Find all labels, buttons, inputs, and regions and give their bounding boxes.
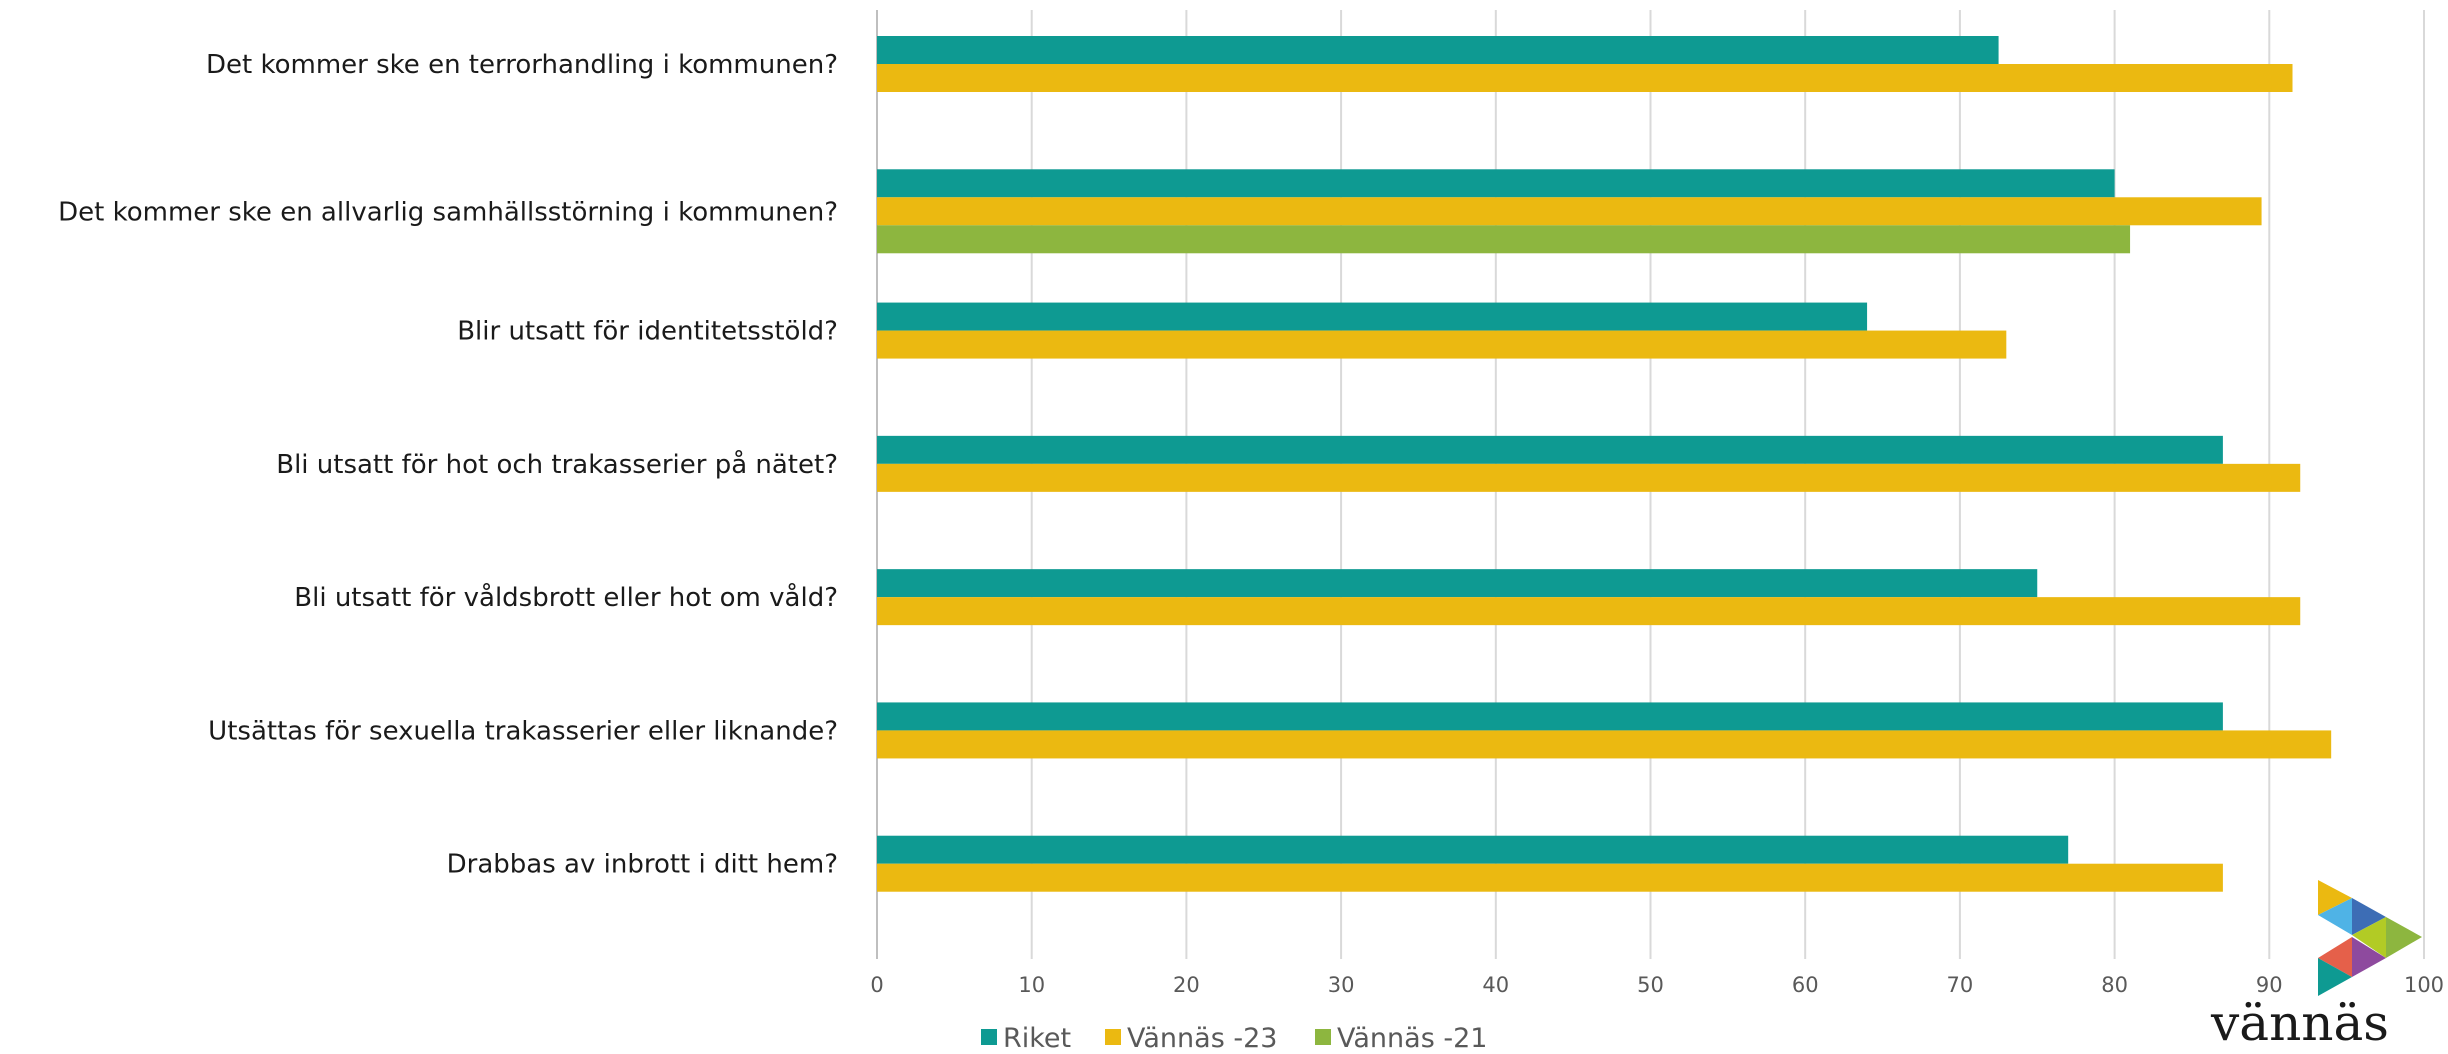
x-tick-labels: 0 10 20 30 40 50 60 70 80 90 100 — [870, 973, 2444, 997]
bar — [877, 463, 2301, 492]
category-label: Utsättas för sexuella trakasserier eller… — [208, 716, 838, 746]
x-tick-label: 30 — [1328, 973, 1355, 997]
legend-swatch — [981, 1029, 997, 1045]
bar — [877, 435, 2223, 464]
category-label: Det kommer ske en allvarlig samhällsstör… — [58, 197, 838, 227]
category-label: Drabbas av inbrott i ditt hem? — [447, 850, 838, 880]
logo-mark-icon — [2318, 880, 2422, 996]
x-tick-label: 10 — [1018, 973, 1045, 997]
x-tick-label: 100 — [2404, 973, 2444, 997]
x-tick-label: 70 — [1947, 973, 1974, 997]
bar — [877, 597, 2301, 626]
logo-text: vännäs — [2210, 994, 2389, 1052]
x-tick-label: 80 — [2101, 973, 2128, 997]
category-label: Bli utsatt för våldsbrott eller hot om v… — [294, 582, 838, 613]
bar — [877, 197, 2262, 226]
legend-label: Vännäs -21 — [1337, 1023, 1487, 1054]
bar — [877, 225, 2131, 254]
x-tick-label: 40 — [1482, 973, 1509, 997]
x-tick-label: 20 — [1173, 973, 1200, 997]
category-labels: Det kommer ske en terrorhandling i kommu… — [58, 50, 838, 880]
category-label: Det kommer ske en terrorhandling i kommu… — [206, 50, 838, 80]
bar — [877, 169, 2115, 198]
legend-label: Riket — [1003, 1023, 1071, 1054]
legend-swatch — [1105, 1029, 1121, 1045]
legend-swatch — [1315, 1029, 1331, 1045]
bar — [877, 330, 2007, 359]
x-tick-label: 60 — [1792, 973, 1819, 997]
bar — [877, 863, 2223, 892]
bar — [877, 730, 2332, 759]
x-tick-label: 0 — [870, 973, 883, 997]
vannas-logo: vännäs — [2210, 880, 2422, 1052]
x-tick-label: 90 — [2256, 973, 2283, 997]
category-label: Bli utsatt för hot och trakasserier på n… — [276, 449, 838, 480]
bar — [877, 302, 1868, 331]
legend: Riket Vännäs -23 Vännäs -21 — [981, 1023, 1487, 1054]
legend-label: Vännäs -23 — [1127, 1023, 1277, 1054]
x-tick-label: 50 — [1637, 973, 1664, 997]
bar — [877, 64, 2293, 92]
bar — [877, 835, 2069, 864]
bars — [877, 36, 2332, 892]
bar — [877, 569, 2038, 598]
bar — [877, 36, 1999, 64]
bar — [877, 702, 2223, 731]
category-label: Blir utsatt för identitetsstöld? — [457, 317, 838, 347]
